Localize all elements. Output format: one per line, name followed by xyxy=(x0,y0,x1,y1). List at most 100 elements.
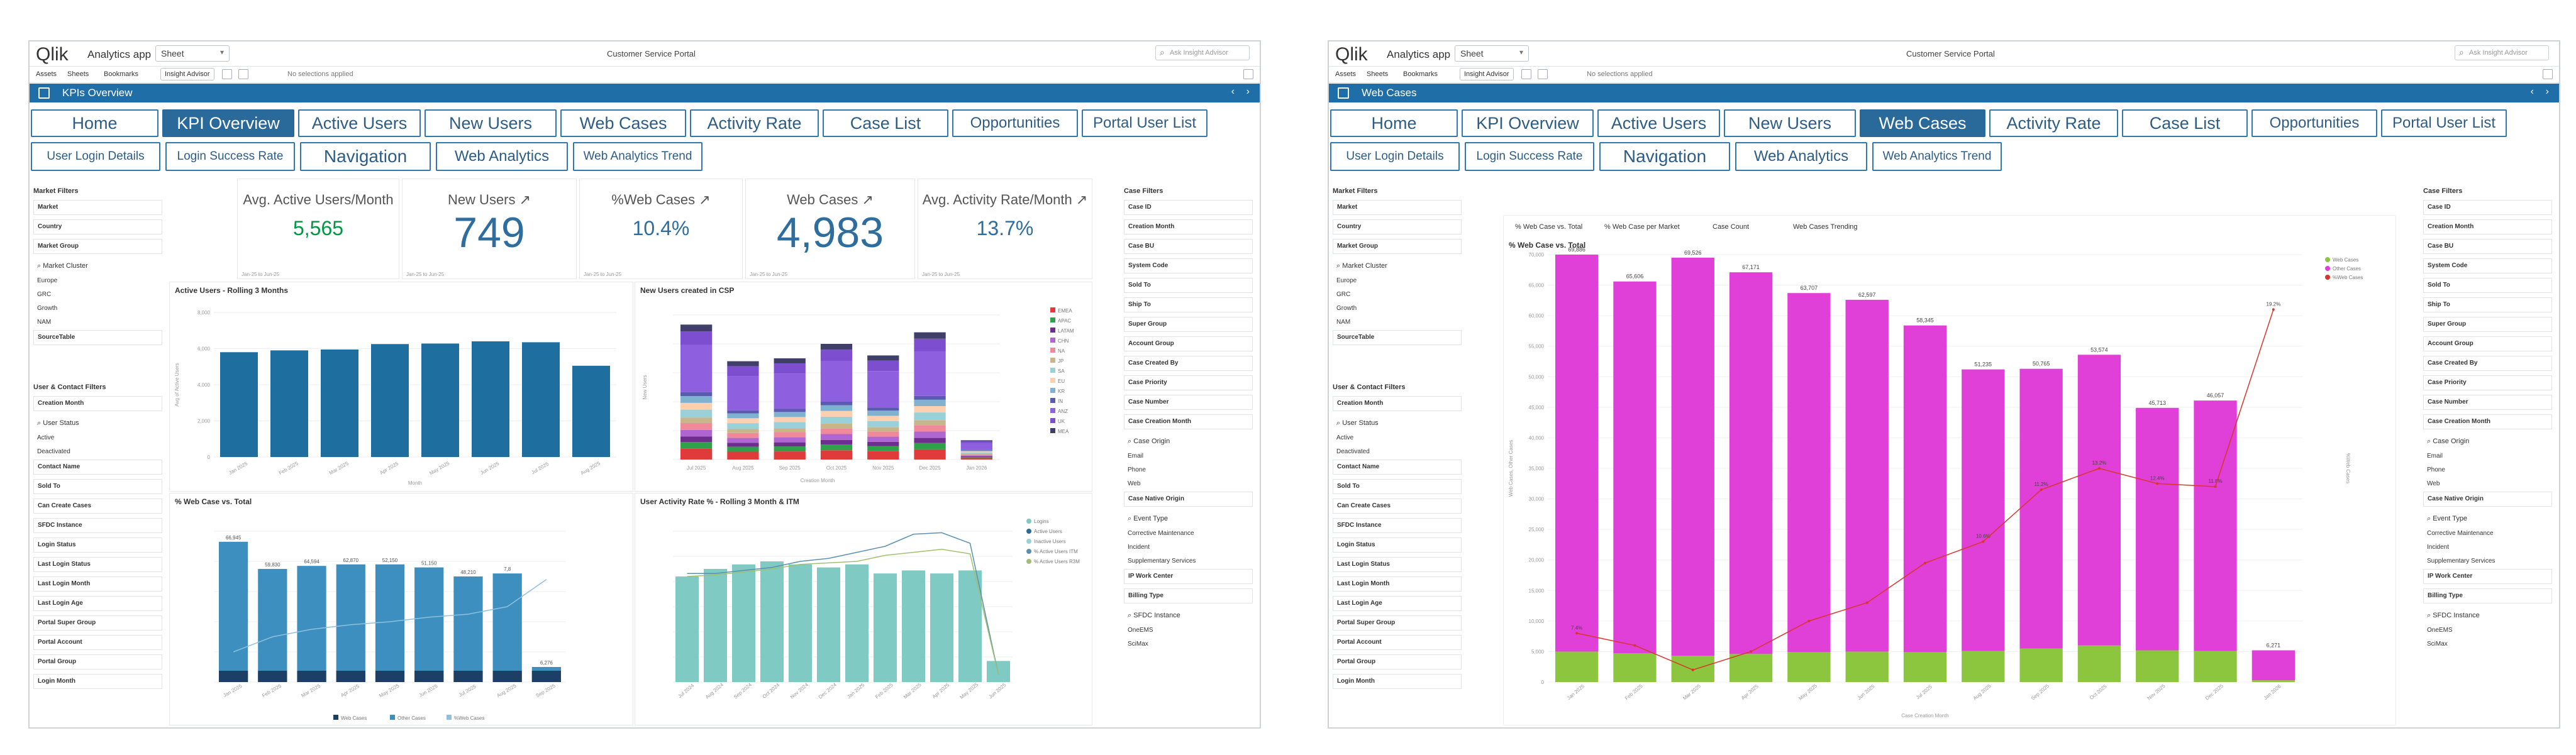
search-input[interactable]: Ask Insight Advisor xyxy=(2455,45,2549,60)
sheet-select[interactable]: Sheet ▾ xyxy=(155,45,230,62)
nav-button-new-users[interactable]: New Users xyxy=(1724,109,1856,137)
search-input[interactable]: Ask Insight Advisor xyxy=(1155,45,1250,60)
filter-creation-month[interactable]: Creation Month xyxy=(1333,396,1462,411)
filter-value[interactable]: Europe xyxy=(1336,277,1357,284)
filter-portal-super-group[interactable]: Portal Super Group xyxy=(33,615,162,631)
filter-account-group[interactable]: Account Group xyxy=(1124,336,1253,351)
nav-button-portal-user-list[interactable]: Portal User List xyxy=(1082,109,1208,137)
filter-value[interactable]: Incident xyxy=(1128,544,1150,551)
filter-market[interactable]: Market xyxy=(33,200,162,215)
filter-value[interactable]: GRC xyxy=(1336,291,1351,298)
filter-ip-work-center[interactable]: IP Work Center xyxy=(2423,569,2552,584)
filter-portal-account[interactable]: Portal Account xyxy=(1333,635,1462,650)
prev-sheet-icon[interactable]: ‹ xyxy=(1231,86,1235,97)
next-sheet-icon[interactable]: › xyxy=(2545,86,2549,97)
nav-button-home[interactable]: Home xyxy=(1330,109,1458,137)
filter-value[interactable]: Corrective Maintenance xyxy=(1128,530,1194,537)
filter-sfdc-instance[interactable]: SFDC Instance xyxy=(33,518,162,533)
filter-value[interactable]: Corrective Maintenance xyxy=(2427,530,2494,537)
filter-case-creation-month[interactable]: Case Creation Month xyxy=(2423,414,2552,429)
filter-value[interactable]: Growth xyxy=(1336,305,1357,312)
filter-last-login-age[interactable]: Last Login Age xyxy=(1333,596,1462,611)
nav-button-opportunities[interactable]: Opportunities xyxy=(952,109,1078,137)
filter-value[interactable]: SciMax xyxy=(2427,641,2448,648)
nav-button-case-list[interactable]: Case List xyxy=(823,109,948,137)
filter-market-group[interactable]: Market Group xyxy=(33,239,162,254)
filter-can-create-cases[interactable]: Can Create Cases xyxy=(33,499,162,514)
filter-value[interactable]: Phone xyxy=(2427,466,2445,473)
nav-button-user-login-details[interactable]: User Login Details xyxy=(31,142,160,171)
filter-login-month[interactable]: Login Month xyxy=(1333,674,1462,689)
filter-creation-month[interactable]: Creation Month xyxy=(2423,219,2552,234)
nav-button-web-cases[interactable]: Web Cases xyxy=(1860,109,1985,137)
nav-button-activity-rate[interactable]: Activity Rate xyxy=(690,109,819,137)
filter-super-group[interactable]: Super Group xyxy=(1124,317,1253,332)
nav-button-opportunities[interactable]: Opportunities xyxy=(2251,109,2377,137)
chart-tab[interactable]: Web Cases Trending xyxy=(1793,223,1858,231)
filter-case-priority[interactable]: Case Priority xyxy=(2423,375,2552,390)
filter-last-login-month[interactable]: Last Login Month xyxy=(33,576,162,592)
filter-super-group[interactable]: Super Group xyxy=(2423,317,2552,332)
filter-value[interactable]: Active xyxy=(37,434,55,441)
filter-billing-type[interactable]: Billing Type xyxy=(2423,588,2552,603)
filter-case-created-by[interactable]: Case Created By xyxy=(1124,356,1253,371)
sheet-select[interactable]: Sheet ▾ xyxy=(1455,45,1529,62)
filter-value[interactable]: OneEMS xyxy=(1128,627,1153,634)
filter-value[interactable]: Phone xyxy=(1128,466,1146,473)
nav-button-web-cases[interactable]: Web Cases xyxy=(560,109,686,137)
nav-button-kpi-overview[interactable]: KPI Overview xyxy=(162,109,294,137)
nav-button-navigation[interactable]: Navigation xyxy=(1599,142,1730,171)
nav-button-home[interactable]: Home xyxy=(31,109,158,137)
filter-value[interactable]: Active xyxy=(1336,434,1354,441)
filter-ip-work-center[interactable]: IP Work Center xyxy=(1124,569,1253,584)
filter-value[interactable]: NAM xyxy=(37,319,52,326)
filter-sold-to[interactable]: Sold To xyxy=(1333,479,1462,494)
filter-sold-to[interactable]: Sold To xyxy=(33,479,162,494)
filter-value[interactable]: Growth xyxy=(37,305,58,312)
assets-button[interactable]: Assets xyxy=(36,70,57,78)
filter-source-table[interactable]: SourceTable xyxy=(1333,330,1462,345)
nav-button-login-success-rate[interactable]: Login Success Rate xyxy=(165,142,295,171)
nav-button-login-success-rate[interactable]: Login Success Rate xyxy=(1465,142,1594,171)
filter-last-login-status[interactable]: Last Login Status xyxy=(1333,557,1462,572)
filter-value[interactable]: GRC xyxy=(37,291,52,298)
filter-case-native-origin[interactable]: Case Native Origin xyxy=(1124,492,1253,507)
insight-advisor-button[interactable]: Insight Advisor xyxy=(160,68,214,80)
filter-case-creation-month[interactable]: Case Creation Month xyxy=(1124,414,1253,429)
filter-portal-group[interactable]: Portal Group xyxy=(1333,654,1462,670)
nav-button-case-list[interactable]: Case List xyxy=(2122,109,2248,137)
filter-case-priority[interactable]: Case Priority xyxy=(1124,375,1253,390)
filter-contact-name[interactable]: Contact Name xyxy=(1333,460,1462,475)
nav-button-web-analytics-trend[interactable]: Web Analytics Trend xyxy=(1872,142,2002,171)
filter-contact-name[interactable]: Contact Name xyxy=(33,460,162,475)
filter-value[interactable]: Deactivated xyxy=(1336,448,1370,455)
settings-icon[interactable] xyxy=(1243,69,1253,79)
nav-button-kpi-overview[interactable]: KPI Overview xyxy=(1462,109,1594,137)
filter-system-code[interactable]: System Code xyxy=(1124,258,1253,273)
chart-tab[interactable]: Case Count xyxy=(1713,223,1750,231)
insight-advisor-button[interactable]: Insight Advisor xyxy=(1460,68,1514,80)
filter-can-create-cases[interactable]: Can Create Cases xyxy=(1333,499,1462,514)
filter-sold-to[interactable]: Sold To xyxy=(1124,278,1253,293)
filter-login-month[interactable]: Login Month xyxy=(33,674,162,689)
bookmarks-button[interactable]: Bookmarks xyxy=(104,70,139,78)
filter-account-group[interactable]: Account Group xyxy=(2423,336,2552,351)
filter-value[interactable]: SciMax xyxy=(1128,641,1148,648)
filter-portal-group[interactable]: Portal Group xyxy=(33,654,162,670)
back-icon[interactable] xyxy=(238,69,248,79)
filter-last-login-status[interactable]: Last Login Status xyxy=(33,557,162,572)
sheets-button[interactable]: Sheets xyxy=(67,70,89,78)
assets-button[interactable]: Assets xyxy=(1335,70,1357,78)
filter-value[interactable]: OneEMS xyxy=(2427,627,2453,634)
filter-case-created-by[interactable]: Case Created By xyxy=(2423,356,2552,371)
nav-button-web-analytics-trend[interactable]: Web Analytics Trend xyxy=(573,142,702,171)
filter-ship-to[interactable]: Ship To xyxy=(1124,297,1253,312)
filter-creation-month[interactable]: Creation Month xyxy=(1124,219,1253,234)
filter-case-bu[interactable]: Case BU xyxy=(2423,239,2552,254)
filter-case-number[interactable]: Case Number xyxy=(1124,395,1253,410)
filter-billing-type[interactable]: Billing Type xyxy=(1124,588,1253,603)
selection-icon[interactable] xyxy=(222,69,232,79)
filter-value[interactable]: Email xyxy=(1128,453,1144,460)
nav-button-active-users[interactable]: Active Users xyxy=(1597,109,1720,137)
selection-icon[interactable] xyxy=(1521,69,1531,79)
